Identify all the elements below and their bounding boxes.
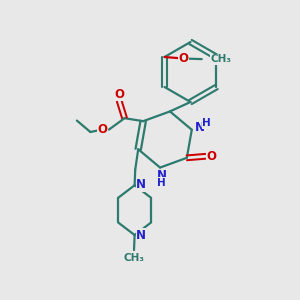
Text: O: O (98, 123, 107, 136)
Text: H: H (157, 178, 166, 188)
Text: N: N (195, 121, 205, 134)
Text: H: H (202, 118, 211, 128)
Text: N: N (136, 178, 146, 191)
Text: O: O (114, 88, 124, 101)
Text: N: N (157, 169, 166, 182)
Text: O: O (206, 150, 216, 163)
Text: O: O (178, 52, 188, 65)
Text: CH₃: CH₃ (210, 54, 231, 64)
Text: CH₃: CH₃ (124, 253, 145, 262)
Text: N: N (136, 229, 146, 242)
